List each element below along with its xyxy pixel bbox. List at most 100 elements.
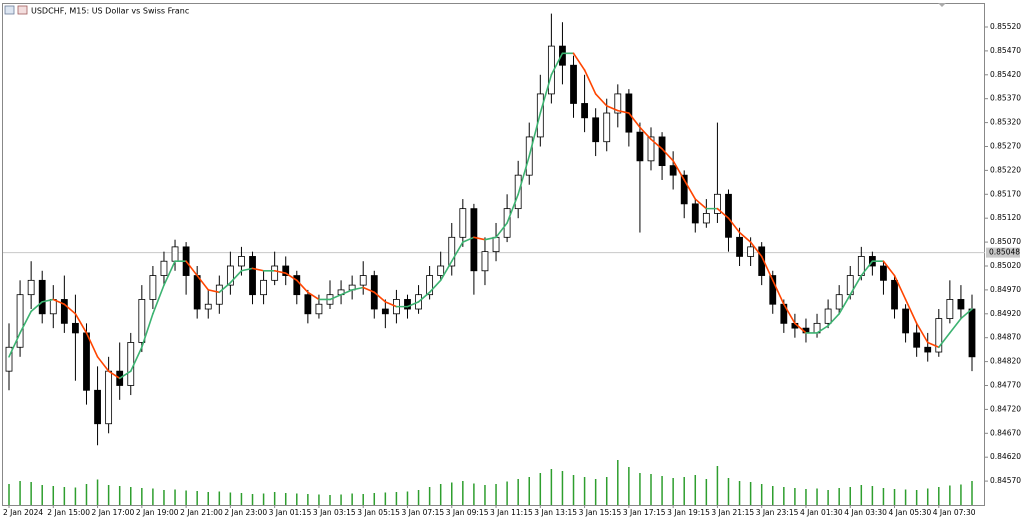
moving-average <box>838 293 852 315</box>
volume-bar <box>749 482 752 505</box>
y-tick-label: 0.84820 <box>990 357 1021 366</box>
volume-bar <box>539 473 542 505</box>
moving-average <box>19 310 32 334</box>
x-tick-label: 3 Jan 21:15 <box>711 508 754 517</box>
moving-average <box>52 298 66 306</box>
candle-body <box>957 299 965 310</box>
volume-bar <box>517 479 519 505</box>
x-tick-label: 2 Jan 21:00 <box>180 508 223 517</box>
moving-average <box>406 301 420 308</box>
volume-bar <box>705 479 708 505</box>
candle-body <box>16 294 24 348</box>
volume-bar <box>218 491 221 505</box>
candle-body <box>902 308 909 334</box>
symbol-icon <box>4 5 15 15</box>
moving-average <box>650 138 663 150</box>
volume-bar <box>971 481 973 505</box>
volume-bar <box>118 486 121 505</box>
candle-body <box>160 260 168 276</box>
moving-average <box>163 260 176 286</box>
volume-bar <box>229 492 232 505</box>
moving-average <box>794 322 807 334</box>
volume-bar <box>30 482 32 505</box>
x-tick-label: 3 Jan 03:15 <box>313 508 356 517</box>
candle-body <box>138 299 146 343</box>
volume-bar <box>251 494 254 505</box>
y-tick-label: 0.85370 <box>990 94 1021 103</box>
y-tick-label: 0.85420 <box>990 70 1021 79</box>
moving-average <box>550 52 564 76</box>
volume-bar <box>207 492 209 505</box>
current-price-box <box>986 247 1020 258</box>
volume-bar <box>340 494 342 505</box>
volume-bar <box>926 488 929 505</box>
volume-bar <box>661 476 663 505</box>
moving-average <box>738 231 752 243</box>
y-tick-label: 0.85270 <box>990 141 1021 150</box>
volume-bar <box>716 466 719 505</box>
candle-body <box>426 275 434 296</box>
y-tick-label: 0.85470 <box>990 46 1021 55</box>
candle-body <box>459 208 467 238</box>
moving-average <box>439 260 453 282</box>
candle-body <box>226 265 234 286</box>
volume-bar <box>572 475 575 505</box>
candle-body <box>260 279 267 296</box>
moving-average <box>185 260 198 277</box>
volume-bar <box>406 491 409 505</box>
moving-average <box>882 260 896 277</box>
volume-bar <box>417 490 420 505</box>
moving-average <box>284 272 298 282</box>
candle-body <box>271 265 279 281</box>
x-tick-label: 3 Jan 05:15 <box>357 508 400 517</box>
volume-bar <box>362 494 364 505</box>
moving-average <box>937 332 951 349</box>
volume-bar <box>805 489 807 505</box>
x-tick-label: 4 Jan 07:30 <box>933 508 976 517</box>
volume-bar <box>904 489 907 505</box>
volume-bar <box>550 469 553 505</box>
y-tick-label: 0.85120 <box>990 213 1021 222</box>
candle-body <box>249 256 256 296</box>
x-tick-label: 3 Jan 07:15 <box>401 508 444 517</box>
moving-average <box>218 281 232 294</box>
candle-body <box>481 251 489 272</box>
volume-bar <box>816 488 818 505</box>
moving-average <box>716 207 730 219</box>
volume-bar <box>860 485 863 505</box>
volume-bar <box>318 494 320 505</box>
moving-average <box>196 274 210 291</box>
candle-body <box>913 332 921 348</box>
volume-bar <box>495 484 497 505</box>
moving-average <box>749 241 763 258</box>
moving-average <box>340 289 353 296</box>
moving-average <box>473 236 486 241</box>
volume-bar <box>605 477 608 505</box>
volume-bar <box>772 486 774 505</box>
x-tick-label: 3 Jan 09:15 <box>446 508 489 517</box>
candle-body <box>559 45 566 66</box>
candle-body <box>149 275 157 300</box>
volume-bar <box>484 485 486 505</box>
volume-bar <box>915 490 918 505</box>
moving-average <box>8 332 21 358</box>
shift-marker <box>938 3 946 7</box>
moving-average <box>849 274 863 296</box>
volume-bar <box>561 471 564 505</box>
moving-average <box>816 324 829 334</box>
moving-average <box>495 222 508 239</box>
y-tick-label: 0.84970 <box>990 285 1021 294</box>
candle-body <box>669 165 677 176</box>
moving-average <box>450 241 464 263</box>
candle-body <box>27 279 35 296</box>
x-tick-label: 4 Jan 01:30 <box>800 508 843 517</box>
volume-bar <box>783 487 785 505</box>
volume-bar <box>683 477 685 505</box>
moving-average <box>207 289 221 294</box>
x-tick-label: 4 Jan 05:30 <box>889 508 932 517</box>
candle-body <box>880 265 887 281</box>
moving-average <box>771 279 785 306</box>
candle-body <box>835 294 843 310</box>
moving-average <box>351 286 365 291</box>
volume-bar <box>594 479 597 505</box>
